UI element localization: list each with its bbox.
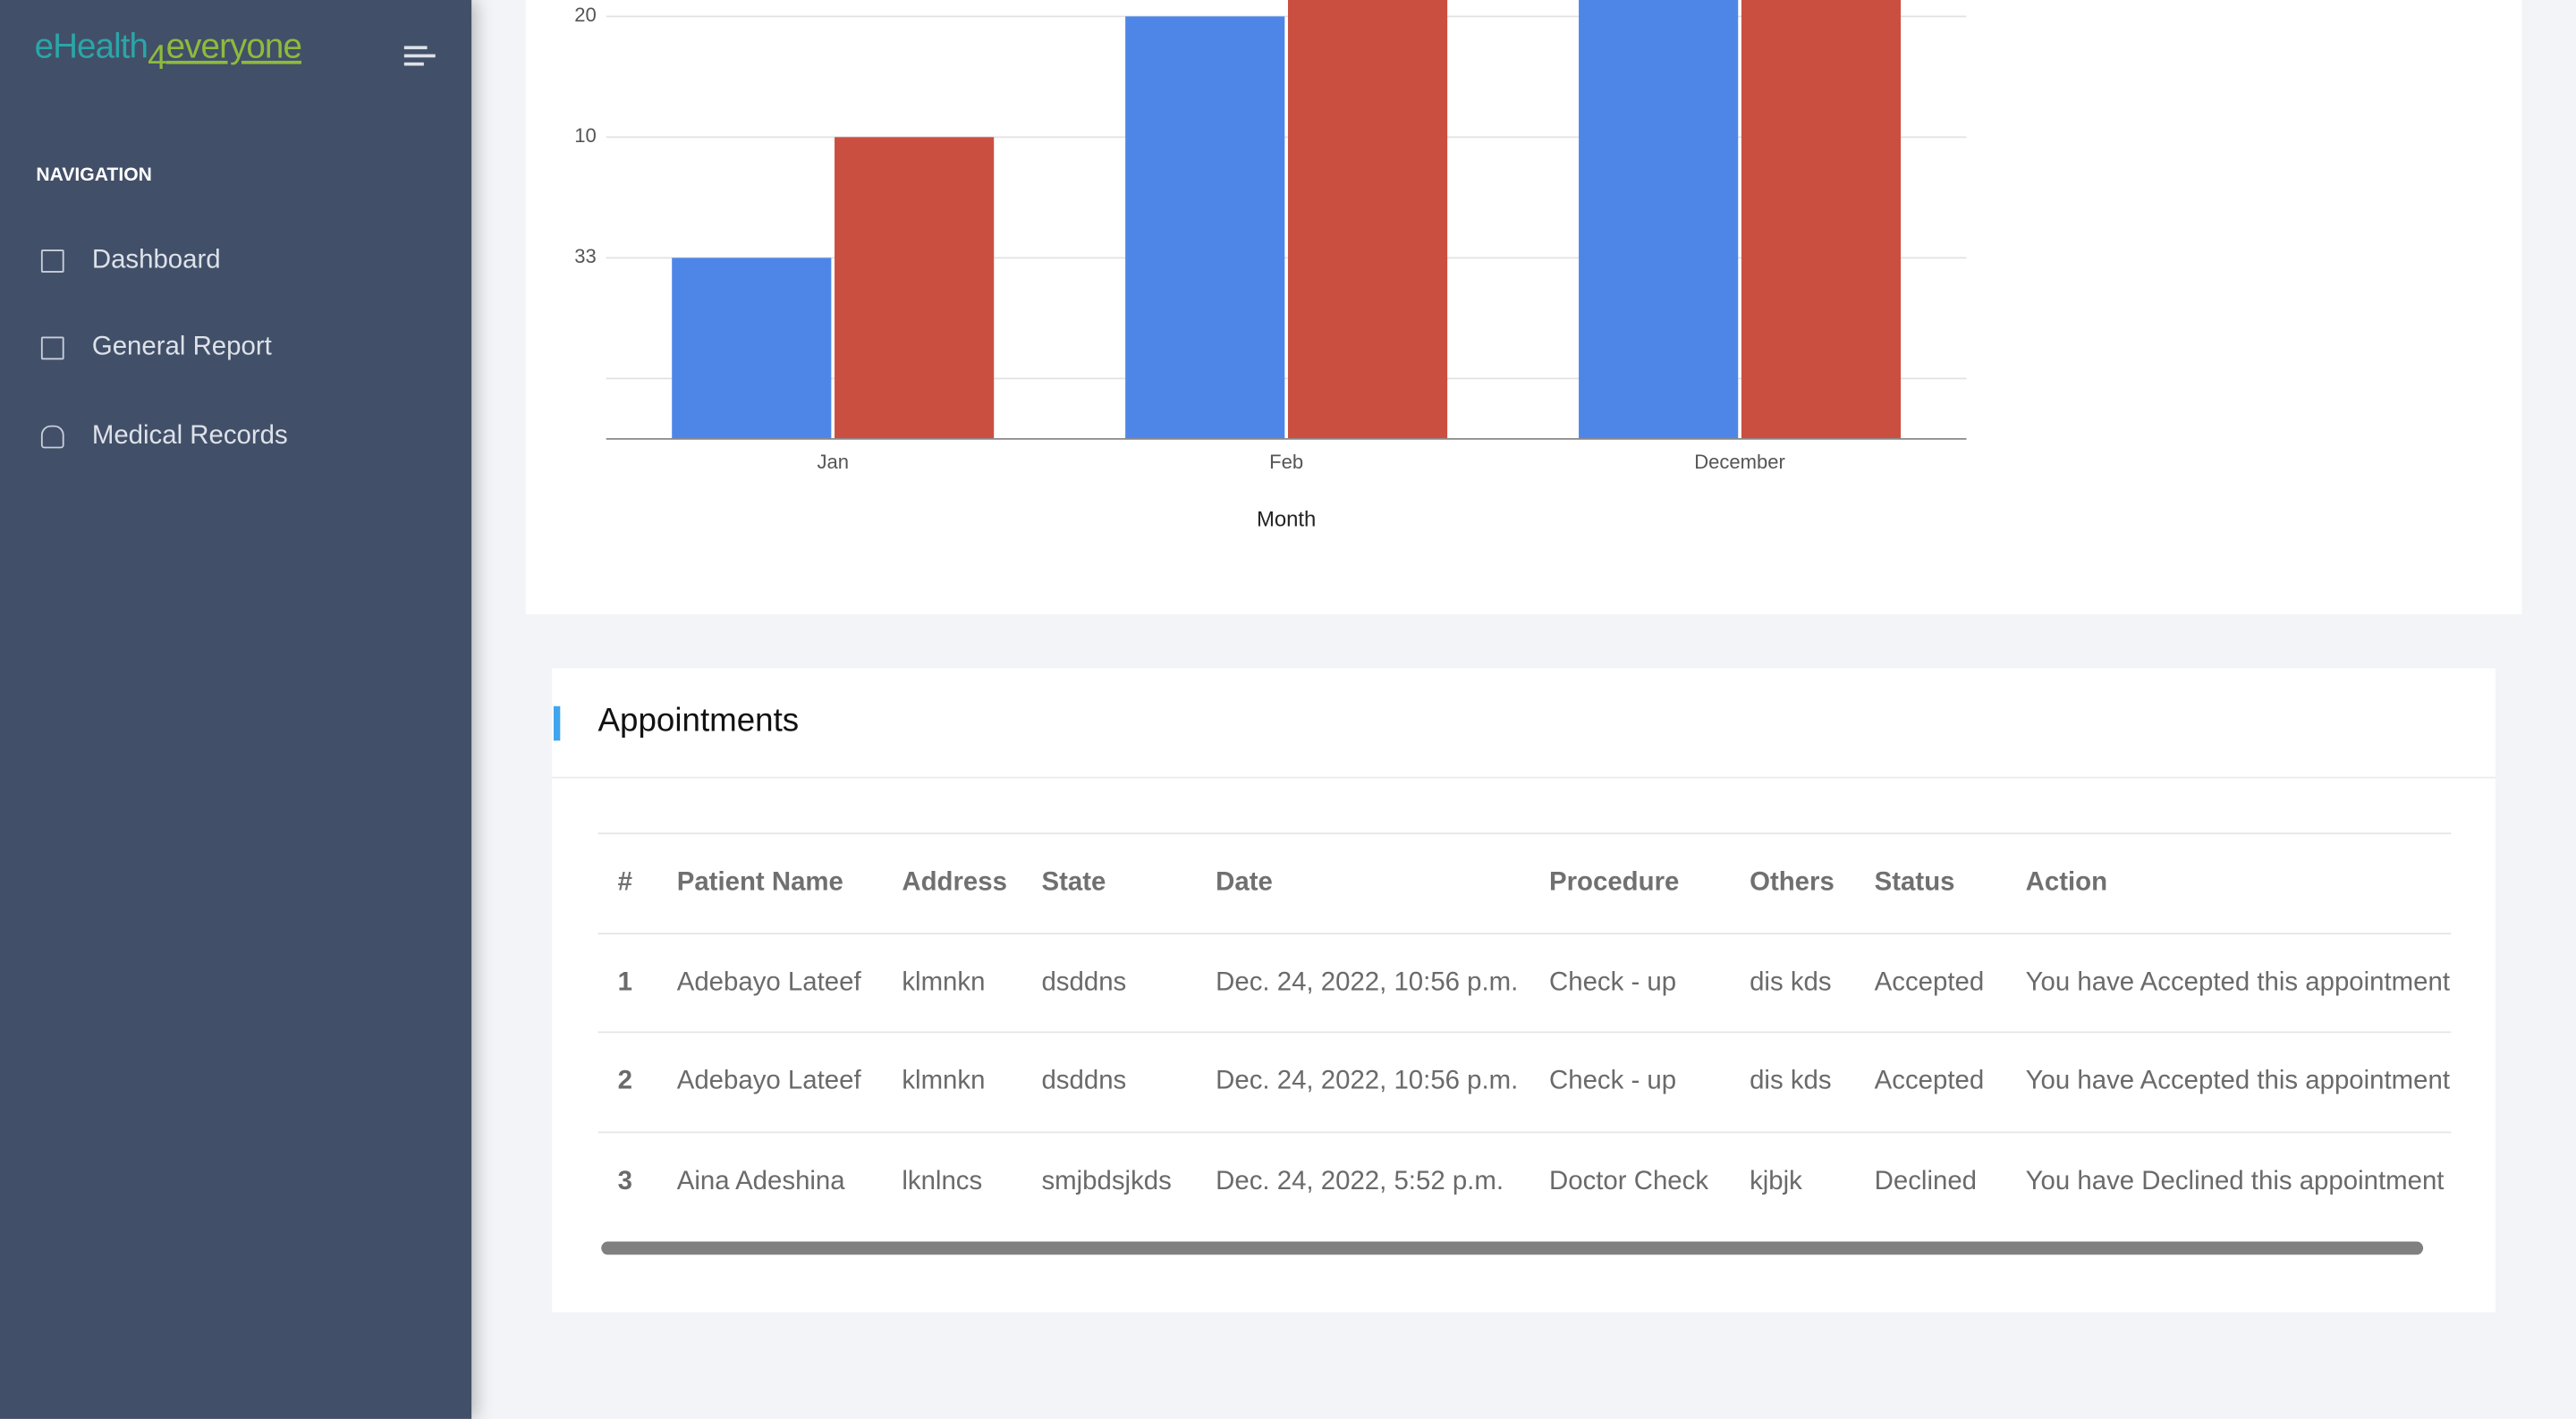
bar [835,137,995,439]
nav-icon [40,249,64,273]
accent-bar [553,705,561,741]
table-cell: lknlncs [902,1167,983,1196]
table-cell: Check - up [1549,968,1677,997]
table-cell: klmnkn [902,968,986,997]
table-cell: Adebayo Lateef [676,1067,861,1096]
menu-toggle[interactable] [403,46,437,66]
column-header: Address [902,868,1007,897]
bar [1579,0,1739,439]
column-header: Patient Name [676,868,843,897]
table-cell: You have Accepted this appointment [2025,968,2451,997]
chart: 20 10 33 Jan Feb December Month [574,0,1967,532]
column-header: Date [1216,868,1273,897]
logo[interactable]: eHealth4everyone [34,28,302,77]
x-axis-label: Month [1257,508,1316,532]
nav-icon [40,424,64,448]
table-cell: kjbjk [1750,1167,1802,1196]
row-line [597,832,2452,835]
table-cell: klmnkn [902,1067,986,1096]
table-cell: dis kds [1750,968,1832,997]
table-cell: Check - up [1549,1067,1677,1096]
table-cell: dsddns [1041,968,1127,997]
table-cell: 3 [617,1167,632,1196]
row-line [597,1031,2452,1034]
table-cell: Adebayo Lateef [676,968,861,997]
column-header: Procedure [1549,868,1680,897]
logo-text: everyone [165,28,302,66]
table-cell: You have Accepted this appointment [2025,1067,2451,1096]
y-tick-label: 20 [574,4,597,26]
nav-title: NAVIGATION [36,165,152,186]
table-cell: dis kds [1750,1067,1832,1096]
table-cell: Accepted [1874,1067,1985,1096]
table-cell: Accepted [1874,968,1985,997]
divider [552,776,2496,779]
bar [1741,0,1902,439]
table-cell: Declined [1874,1167,1978,1196]
table-cell: Dec. 24, 2022, 5:52 p.m. [1216,1167,1504,1196]
column-header: Action [2025,868,2108,897]
table-cell: Aina Adeshina [676,1167,845,1196]
table-cell: Doctor Check [1549,1167,1709,1196]
table-cell: 2 [617,1067,632,1096]
nav-item[interactable]: General Report [91,334,272,362]
sidebar: eHealth4everyone NAVIGATION Dashboard Gen… [0,0,472,1419]
table-cell: dsddns [1041,1067,1127,1096]
table: # Patient Name Address State Date Procedure Ot… [552,669,2496,1313]
row-line [597,1130,2452,1133]
logo-text: eHealth [34,28,148,66]
y-tick-label: 10 [574,124,597,147]
column-header: Status [1874,868,1955,897]
bar [1287,0,1448,439]
appointments-card: Appointments # Patient Name Address State Da… [552,668,2496,1313]
nav-item[interactable]: Medical Records [91,421,288,450]
nav-item[interactable]: Dashboard [91,246,221,275]
row-line [597,932,2452,934]
table-cell: You have Declined this appointment [2025,1167,2445,1196]
table-cell: Dec. 24, 2022, 10:56 p.m. [1216,968,1519,997]
x-tick-label: Jan [817,451,849,473]
logo-text: 4 [148,39,166,78]
card-title: Appointments [597,703,800,739]
x-tick-label: December [1694,451,1785,473]
scrollbar[interactable] [601,1241,2424,1255]
column-header: # [617,868,632,897]
plot [672,0,1902,439]
table-cell: smjbdsjkds [1041,1167,1172,1196]
table-cell: Dec. 24, 2022, 10:56 p.m. [1216,1067,1519,1096]
bar [1125,16,1285,439]
table-cell: 1 [617,968,632,997]
column-header: Others [1750,868,1835,897]
bar [672,258,832,439]
nav-icon [40,337,64,360]
column-header: State [1041,868,1106,897]
y-tick-label: 33 [574,245,597,267]
x-tick-label: Feb [1269,451,1303,473]
